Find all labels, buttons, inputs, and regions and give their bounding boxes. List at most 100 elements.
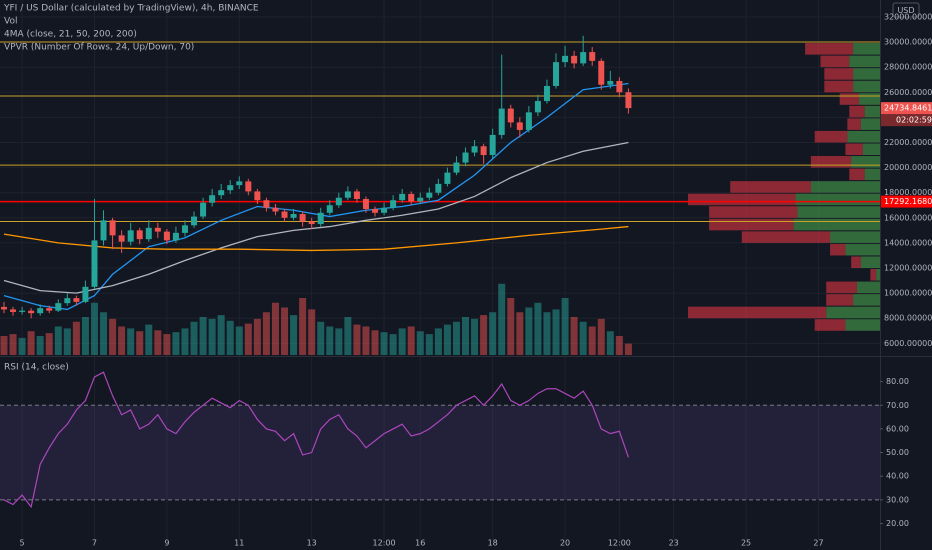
volume-bar	[471, 318, 479, 355]
vpvr-up	[849, 55, 880, 68]
vpvr-up	[810, 181, 880, 193]
candle-body	[209, 195, 216, 203]
vpvr-up	[858, 93, 880, 105]
volume-bar	[452, 321, 460, 355]
vpvr-down	[839, 93, 859, 105]
rsi-title: RSI (14, close)	[4, 363, 69, 373]
last-price-box	[881, 102, 932, 115]
rsi-line	[3, 371, 629, 509]
volume-bar	[45, 333, 53, 355]
volume-bar	[624, 343, 632, 355]
x-tick-label: 27	[813, 539, 823, 548]
candle-body	[362, 198, 369, 210]
countdown: 02:02:59	[896, 116, 932, 125]
y-tick-label: 80.00	[886, 377, 909, 386]
candle-body	[326, 205, 333, 213]
vpvr-down	[830, 243, 846, 256]
candle-body	[28, 310, 35, 314]
volume-bar	[136, 331, 144, 355]
vpvr-down	[845, 143, 863, 156]
vpvr-up	[795, 193, 880, 206]
volume-bar	[118, 326, 126, 355]
candle-body	[118, 235, 125, 242]
candle-body	[344, 191, 351, 198]
candle-body	[489, 134, 496, 156]
vpvr-label: VPVR (Number Of Rows, 24, Up/Down, 70)	[4, 43, 194, 53]
volume-bar	[281, 307, 289, 355]
volume-bar	[579, 321, 587, 355]
candle-body	[553, 62, 560, 86]
countdown-box	[881, 114, 932, 127]
vpvr-down	[730, 181, 811, 193]
volume-bar	[326, 326, 334, 355]
volume-bar	[299, 298, 307, 355]
ma-label: 4MA (close, 21, 50, 200, 200)	[4, 30, 137, 40]
plot-layer	[0, 0, 880, 540]
vpvr-up	[860, 256, 880, 269]
candle-body	[625, 92, 632, 109]
candle-body	[299, 214, 306, 222]
x-tick-label: 11	[234, 539, 244, 548]
vpvr-down	[824, 68, 854, 80]
candle-body	[91, 240, 98, 287]
candle-body	[417, 197, 424, 202]
volume-bar	[235, 326, 243, 355]
x-tick-label: 5	[20, 539, 25, 548]
candle-body	[55, 303, 62, 311]
y-tick-label: 10000.000000	[884, 289, 932, 298]
vpvr-up	[876, 269, 880, 281]
candle-body	[236, 181, 243, 186]
candle-body	[154, 227, 161, 232]
volume-bar	[81, 317, 89, 355]
candle-body	[218, 190, 225, 196]
volume-bar	[317, 321, 325, 355]
volume-bar	[72, 321, 80, 355]
vpvr-down	[824, 80, 854, 93]
candle-body	[435, 183, 442, 193]
volume-bar	[27, 331, 35, 355]
vpvr-down	[688, 306, 827, 319]
volume-bar	[18, 337, 26, 355]
candle-body	[254, 191, 261, 201]
vpvr-up	[853, 80, 880, 93]
vpvr-up	[826, 306, 880, 319]
candle-body	[453, 162, 460, 173]
volume-bar	[172, 332, 180, 355]
vpvr-down	[826, 281, 857, 294]
volume-bar	[416, 331, 424, 355]
x-tick-label: 23	[669, 539, 679, 548]
candle-body	[308, 221, 315, 225]
volume-bar	[226, 320, 234, 355]
vpvr-up	[851, 156, 880, 168]
x-tick-label: 9	[164, 539, 169, 548]
volume-bar	[154, 330, 162, 355]
y-tick-label: 22000.000000	[884, 138, 932, 147]
volume-bar	[127, 328, 135, 355]
candle-body	[127, 230, 134, 242]
volume-bar	[54, 326, 62, 355]
volume-bar	[181, 328, 189, 355]
volume-bar	[335, 328, 343, 355]
volume-bar	[353, 324, 361, 355]
volume-bar	[443, 324, 451, 355]
volume-bar	[380, 332, 388, 355]
volume-bar	[588, 326, 596, 355]
vpvr-up	[845, 243, 880, 256]
volume-bar	[398, 328, 406, 355]
candle-body	[163, 231, 170, 241]
candle-body	[562, 55, 569, 63]
candle-body	[580, 52, 587, 64]
volume-bar	[425, 334, 433, 355]
marker-label: 17292.16807	[884, 197, 932, 206]
vpvr-down	[741, 231, 831, 243]
volume-bar	[208, 318, 216, 355]
candle-body	[571, 55, 578, 64]
vpvr-up	[853, 68, 880, 80]
vpvr-up	[853, 43, 880, 55]
x-tick-label: 12:00	[373, 539, 396, 548]
candle-body	[245, 181, 252, 192]
volume-bar	[606, 331, 614, 355]
currency-box[interactable]	[892, 2, 920, 18]
candle-body	[471, 146, 478, 153]
